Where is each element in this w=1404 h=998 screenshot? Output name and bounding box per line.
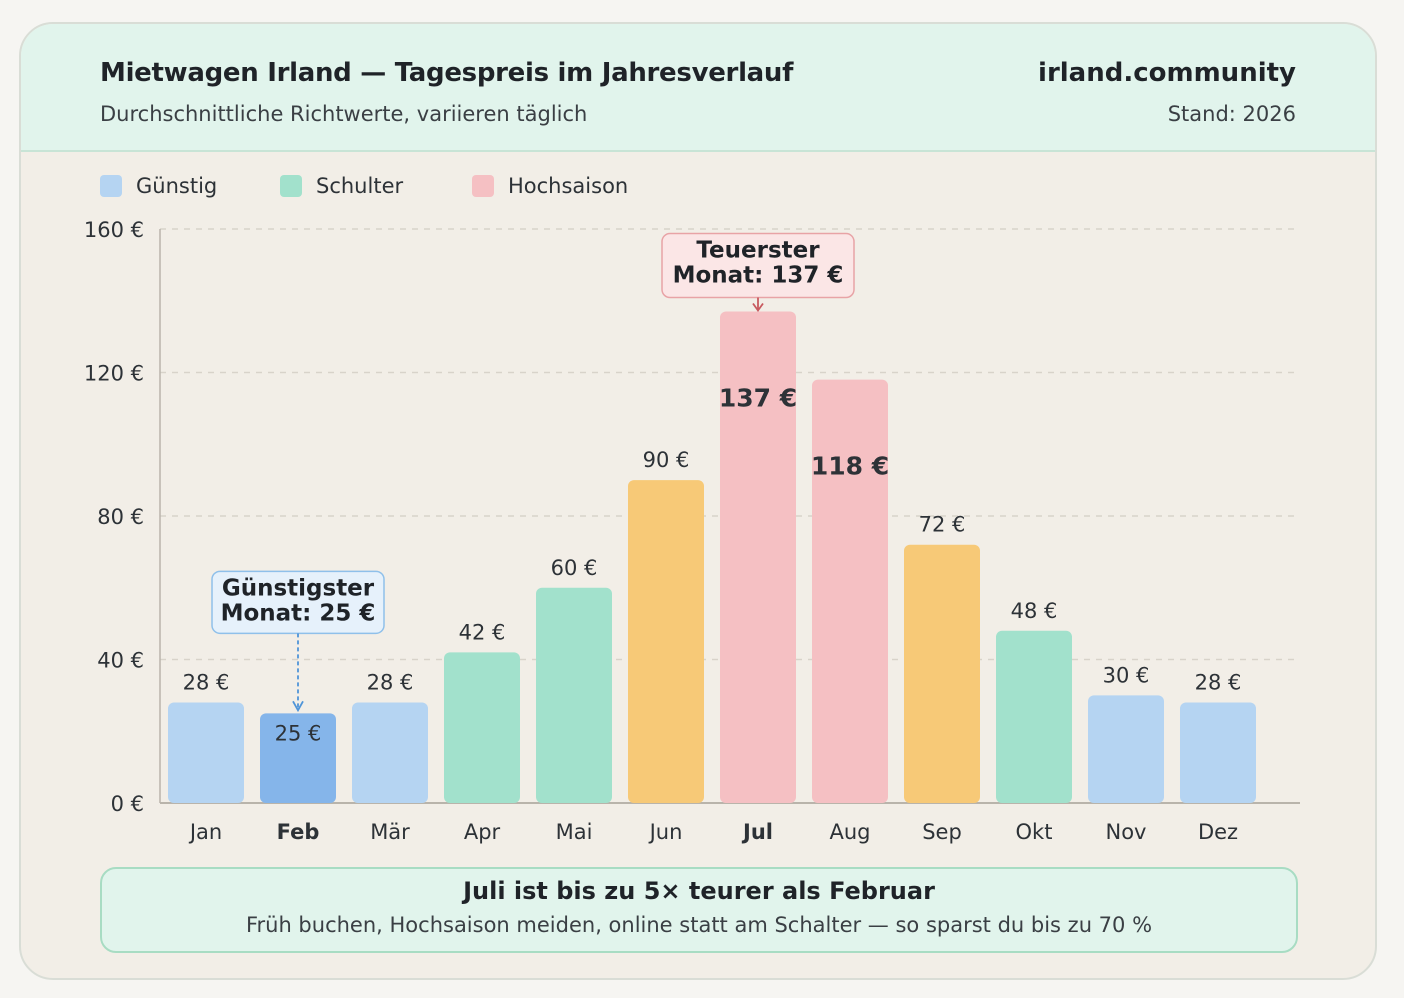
legend-swatch bbox=[280, 175, 302, 197]
x-tick-label: Mai bbox=[556, 820, 593, 844]
bar bbox=[628, 480, 704, 803]
chart-subtitle: Durchschnittliche Richtwerte, variieren … bbox=[100, 102, 588, 126]
legend-label: Schulter bbox=[316, 174, 404, 198]
data-label: 137 € bbox=[719, 384, 797, 413]
data-label: 118 € bbox=[811, 452, 889, 481]
legend-item-hochsaison: Hochsaison bbox=[472, 174, 628, 198]
y-tick-label: 40 € bbox=[97, 649, 144, 673]
footer-title: Juli ist bis zu 5× teurer als Februar bbox=[463, 877, 935, 905]
callout-text: Günstigster bbox=[222, 575, 375, 601]
data-label: 48 € bbox=[1011, 599, 1058, 623]
y-tick-label: 0 € bbox=[111, 792, 144, 816]
x-tick-label: Sep bbox=[922, 820, 962, 844]
callout-text: Monat: 137 € bbox=[673, 263, 844, 289]
data-label: 28 € bbox=[1195, 671, 1242, 695]
x-tick-label: Jan bbox=[188, 820, 222, 844]
footer-text: Früh buchen, Hochsaison meiden, online s… bbox=[245, 913, 1153, 937]
legend-item-guenstig: Günstig bbox=[100, 174, 217, 198]
bar bbox=[812, 379, 888, 803]
bar bbox=[720, 311, 796, 803]
footer-callout: Juli ist bis zu 5× teurer als Februar Fr… bbox=[100, 867, 1298, 953]
legend-swatch bbox=[100, 175, 122, 197]
y-tick-label: 120 € bbox=[84, 362, 144, 386]
legend-label: Günstig bbox=[136, 174, 218, 198]
x-tick-label: Okt bbox=[1016, 820, 1053, 844]
y-tick-label: 80 € bbox=[97, 505, 144, 529]
x-tick-label: Apr bbox=[464, 820, 501, 844]
x-tick-label: Mär bbox=[370, 820, 410, 844]
data-label: 28 € bbox=[367, 671, 414, 695]
x-tick-label: Jun bbox=[648, 820, 683, 844]
bar bbox=[352, 702, 428, 803]
bar bbox=[1088, 695, 1164, 803]
x-tick-label: Jul bbox=[741, 820, 773, 844]
y-tick-label: 160 € bbox=[84, 218, 144, 242]
x-tick-label: Aug bbox=[829, 820, 870, 844]
callout-arrowhead bbox=[752, 302, 764, 313]
callout-text: Monat: 25 € bbox=[221, 600, 376, 626]
chart-title: Mietwagen Irland — Tagespreis im Jahresv… bbox=[100, 58, 794, 88]
legend-label: Hochsaison bbox=[508, 174, 629, 198]
data-label: 25 € bbox=[275, 721, 322, 745]
data-label: 42 € bbox=[459, 620, 506, 644]
data-label: 30 € bbox=[1103, 663, 1150, 687]
header: Mietwagen Irland — Tagespreis im Jahresv… bbox=[21, 24, 1375, 152]
x-tick-label: Dez bbox=[1198, 820, 1238, 844]
bar bbox=[260, 713, 336, 803]
x-tick-label: Feb bbox=[277, 820, 320, 844]
brand-label: irland.community bbox=[1038, 58, 1296, 88]
bar bbox=[536, 587, 612, 803]
legend-item-schulter: Schulter bbox=[280, 174, 403, 198]
data-label: 60 € bbox=[551, 556, 598, 580]
data-label: 90 € bbox=[643, 448, 690, 472]
x-tick-label: Nov bbox=[1106, 820, 1147, 844]
chart-card: Mietwagen Irland — Tagespreis im Jahresv… bbox=[19, 22, 1377, 980]
bar bbox=[1180, 702, 1256, 803]
bar bbox=[168, 702, 244, 803]
bar bbox=[444, 652, 520, 803]
legend-swatch bbox=[472, 175, 494, 197]
callout-text: Teuerster bbox=[696, 238, 820, 264]
bar-chart: 0 € 40 € 80 € 120 € 160 € 28 € Jan 25 € Feb 28 € M… bbox=[84, 218, 1300, 844]
data-label: 28 € bbox=[183, 671, 230, 695]
bar bbox=[996, 630, 1072, 803]
data-label: 72 € bbox=[919, 513, 966, 537]
stand-label: Stand: 2026 bbox=[1167, 102, 1296, 126]
bar bbox=[904, 544, 980, 803]
callout-arrowhead bbox=[292, 700, 304, 713]
